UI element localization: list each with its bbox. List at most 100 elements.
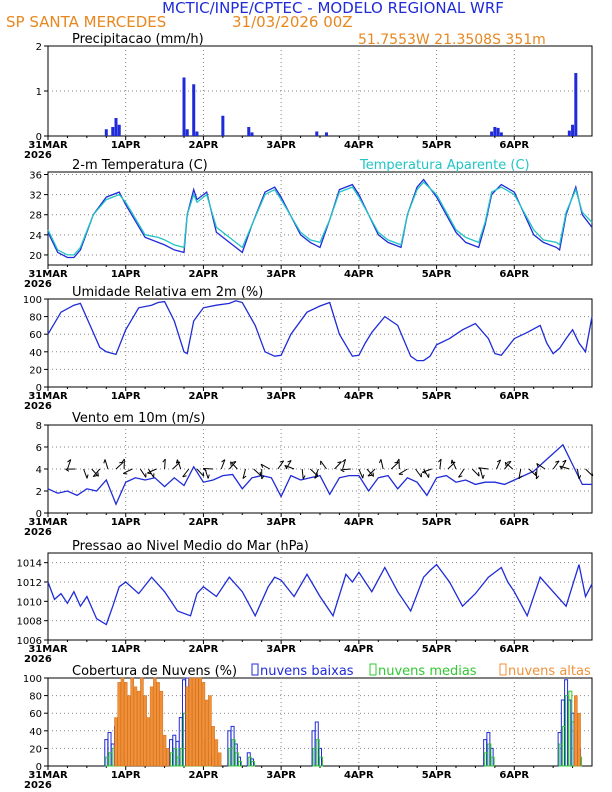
series-line — [47, 178, 593, 259]
x-tick-label: 5APR — [422, 517, 452, 528]
wind-barb-head — [535, 475, 540, 480]
precip-bar — [104, 129, 108, 136]
y-tick-label: 4 — [36, 465, 42, 476]
x-tick-label: 3APR — [266, 644, 296, 655]
cloud-bar-high — [143, 695, 147, 767]
cloud-bar-high — [188, 677, 193, 767]
y-tick-label: 1 — [36, 87, 42, 98]
wind-barb — [314, 468, 319, 479]
cloud-bar-high — [166, 748, 170, 767]
x-tick-label: 5APR — [422, 140, 452, 151]
wind-barb — [91, 468, 99, 477]
x-tick-label: 3APR — [266, 140, 296, 151]
cloud-bar-high — [117, 682, 121, 767]
header-title: MCTIC/INPE/CPTEC - MODELO REGIONAL WRF — [162, 0, 504, 17]
panel-precip: 31MAR 1APR 2APR 3APR 4APR 5APR 6APR 2026 0 1 2 Prec… — [24, 32, 593, 161]
wind-barb-head — [231, 461, 237, 463]
wind-barb — [560, 460, 567, 470]
precip-bar — [195, 131, 199, 136]
legend-swatch — [369, 663, 377, 676]
cloud-bar-high — [149, 686, 154, 767]
wind-barb-head — [242, 475, 247, 480]
wind-barb-head — [555, 460, 560, 463]
year-label: 2026 — [24, 401, 52, 412]
cloud-bar-high — [208, 695, 212, 767]
cloud-bar-high — [162, 734, 167, 767]
wind-barb-head — [65, 468, 70, 472]
cloud-bar-mid — [234, 752, 239, 767]
cloud-bar-high — [577, 712, 581, 767]
y-tick-label: 32 — [29, 191, 42, 202]
precip-bar — [496, 127, 500, 136]
x-tick-label: 31MAR — [28, 517, 68, 528]
legend-swatch — [499, 663, 507, 676]
panel-wind: 31MAR 1APR 2APR 3APR 4APR 5APR 6APR 2026 0 2 4 6 8 Ve… — [24, 411, 594, 538]
precip-bar — [185, 129, 189, 136]
wind-barb — [123, 468, 133, 474]
precip-bar — [315, 131, 319, 136]
x-tick-label: 6APR — [499, 269, 529, 280]
wind-barb-head — [340, 469, 345, 473]
wind-barb — [115, 461, 124, 470]
header-run: 31/03/2026 00Z — [232, 13, 353, 31]
wind-barb — [439, 459, 442, 470]
precip-bar — [571, 124, 575, 136]
wind-barb-head — [86, 474, 89, 479]
cloud-bar-high — [123, 682, 128, 767]
wind-barb-head — [578, 475, 582, 480]
y-tick-label: 2 — [36, 487, 42, 498]
panel-rh: 31MAR 1APR 2APR 3APR 4APR 5APR 6APR 2026 0 20 40 60… — [23, 285, 593, 412]
year-label: 2026 — [24, 279, 52, 290]
wind-barb-head — [103, 459, 106, 464]
precip-bar — [192, 84, 196, 136]
panel-frame — [47, 171, 593, 266]
wind-barb-head — [259, 471, 262, 476]
wind-barb-head — [378, 459, 382, 464]
x-tick-label: 6APR — [499, 770, 529, 781]
wind-barb-head — [284, 465, 288, 469]
panel-title: Umidade Relativa em 2m (%) — [72, 285, 263, 300]
legend-label: nuvens baixas — [260, 664, 354, 679]
panel-clouds: 31MAR 1APR 2APR 3APR 4APR 5APR 6APR 2026 0 20 40 60… — [23, 663, 593, 791]
wind-barb-head — [518, 475, 523, 480]
cloud-bar-mid — [238, 761, 243, 767]
y-tick-label: 0 — [36, 762, 42, 773]
cloud-bar-high — [130, 677, 134, 767]
y-tick-label: 20 — [29, 744, 42, 755]
wind-barb — [230, 461, 238, 470]
wind-barb-head — [182, 475, 187, 478]
wind-barb — [320, 460, 327, 470]
precip-bar — [493, 127, 497, 136]
y-tick-label: 1012 — [17, 578, 42, 589]
x-tick-label: 31MAR — [28, 269, 68, 280]
wind-barb — [83, 468, 88, 479]
panel-temp: 31MAR 1APR 2APR 3APR 4APR 5APR 6APR 2026 20 24 28 3… — [24, 158, 593, 290]
y-tick-label: 1008 — [17, 617, 42, 628]
cloud-bar-high — [146, 717, 151, 767]
wind-barb — [358, 468, 364, 479]
x-tick-label: 31MAR — [28, 391, 68, 402]
x-tick-label: 5APR — [422, 391, 452, 402]
wind-barb — [301, 468, 304, 479]
wind-barb-head — [362, 474, 365, 479]
wind-barb-head — [207, 474, 210, 479]
wind-barb — [92, 468, 101, 477]
wind-barb-head — [302, 475, 306, 480]
wind-barb — [277, 460, 285, 470]
wind-barb — [478, 467, 489, 470]
cloud-bar-high — [153, 677, 157, 767]
x-tick-label: 1APR — [111, 269, 141, 280]
panel-title: Cobertura de Nuvens (%) — [72, 664, 237, 679]
wind-barb — [260, 463, 271, 470]
precip-bar — [247, 127, 251, 136]
wind-barb — [585, 468, 594, 477]
header-coords: 51.7553W 21.3508S 351m — [358, 32, 546, 48]
wind-barb — [536, 463, 546, 470]
x-tick-label: 6APR — [499, 391, 529, 402]
wind-barb-head — [559, 465, 563, 470]
cloud-bar-high — [214, 739, 219, 767]
y-tick-label: 6 — [36, 443, 42, 454]
x-tick-label: 2APR — [189, 517, 219, 528]
y-tick-label: 40 — [29, 348, 42, 359]
wind-barb-head — [221, 459, 226, 463]
